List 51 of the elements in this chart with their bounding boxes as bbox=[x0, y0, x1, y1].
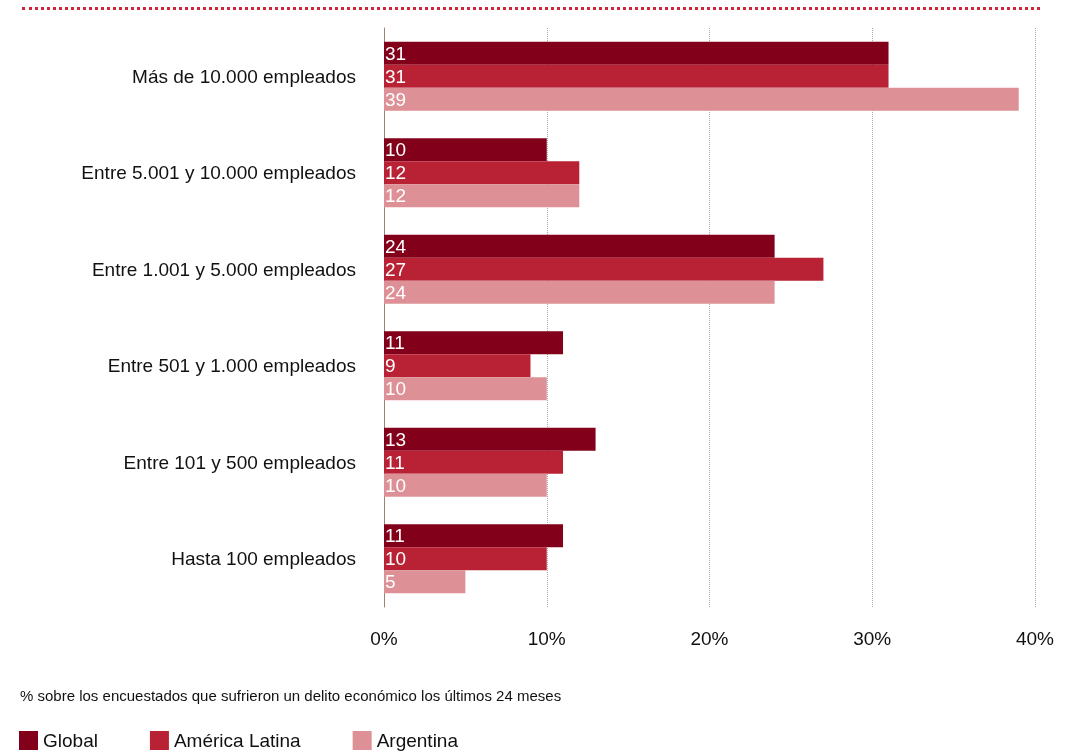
data-label: 10 bbox=[385, 548, 407, 570]
x-tick-label: 30% bbox=[853, 628, 892, 649]
x-tick-label: 0% bbox=[370, 628, 398, 649]
data-label: 11 bbox=[385, 525, 405, 547]
data-label: 24 bbox=[385, 235, 407, 257]
y-tick-label: Hasta 100 empleados bbox=[171, 548, 356, 570]
y-tick-label: Más de 10.000 empleados bbox=[132, 65, 356, 87]
data-label: 12 bbox=[385, 162, 407, 184]
bar bbox=[384, 331, 564, 355]
bar bbox=[384, 280, 775, 304]
legend-label: América Latina bbox=[173, 730, 302, 751]
data-label: 12 bbox=[385, 185, 407, 207]
bar bbox=[384, 473, 547, 497]
bar bbox=[384, 161, 580, 185]
data-label: 31 bbox=[385, 42, 407, 64]
data-label: 39 bbox=[385, 88, 407, 110]
data-label: 10 bbox=[385, 474, 407, 496]
y-tick-label: Entre 5.001 y 10.000 empleados bbox=[81, 162, 356, 184]
bar bbox=[384, 354, 531, 378]
bar bbox=[384, 64, 889, 88]
x-tick-label: 20% bbox=[690, 628, 729, 649]
data-label: 9 bbox=[385, 355, 396, 377]
legend-label: Argentina bbox=[376, 730, 459, 751]
data-label: 10 bbox=[385, 378, 407, 400]
data-label: 13 bbox=[385, 428, 407, 450]
data-label: 24 bbox=[385, 281, 407, 303]
bar bbox=[384, 377, 547, 401]
y-tick-label: Entre 501 y 1.000 empleados bbox=[107, 355, 356, 377]
bar bbox=[384, 41, 889, 65]
bar bbox=[384, 524, 564, 548]
data-label: 11 bbox=[385, 451, 405, 473]
data-label: 10 bbox=[385, 139, 407, 161]
bar bbox=[384, 87, 1019, 111]
bar bbox=[384, 138, 547, 162]
bar bbox=[384, 570, 466, 594]
data-label: 27 bbox=[385, 258, 407, 280]
bar bbox=[384, 257, 824, 281]
data-label: 11 bbox=[385, 332, 405, 354]
bar bbox=[384, 184, 580, 208]
x-tick-label: 10% bbox=[527, 628, 566, 649]
data-label: 5 bbox=[385, 571, 396, 593]
y-tick-label: Entre 101 y 500 empleados bbox=[123, 451, 356, 473]
x-tick-label: 40% bbox=[1015, 628, 1055, 649]
bar bbox=[384, 547, 547, 571]
bar bbox=[384, 427, 596, 451]
y-tick-label: Entre 1.001 y 5.000 empleados bbox=[91, 258, 356, 280]
text: % sobre los encuestados que sufrieron un delito económico los últimos 24 meses bbox=[20, 687, 562, 704]
bar bbox=[384, 234, 775, 258]
bar bbox=[384, 450, 564, 474]
legend-label: Global bbox=[43, 730, 98, 751]
data-label: 31 bbox=[385, 65, 407, 87]
